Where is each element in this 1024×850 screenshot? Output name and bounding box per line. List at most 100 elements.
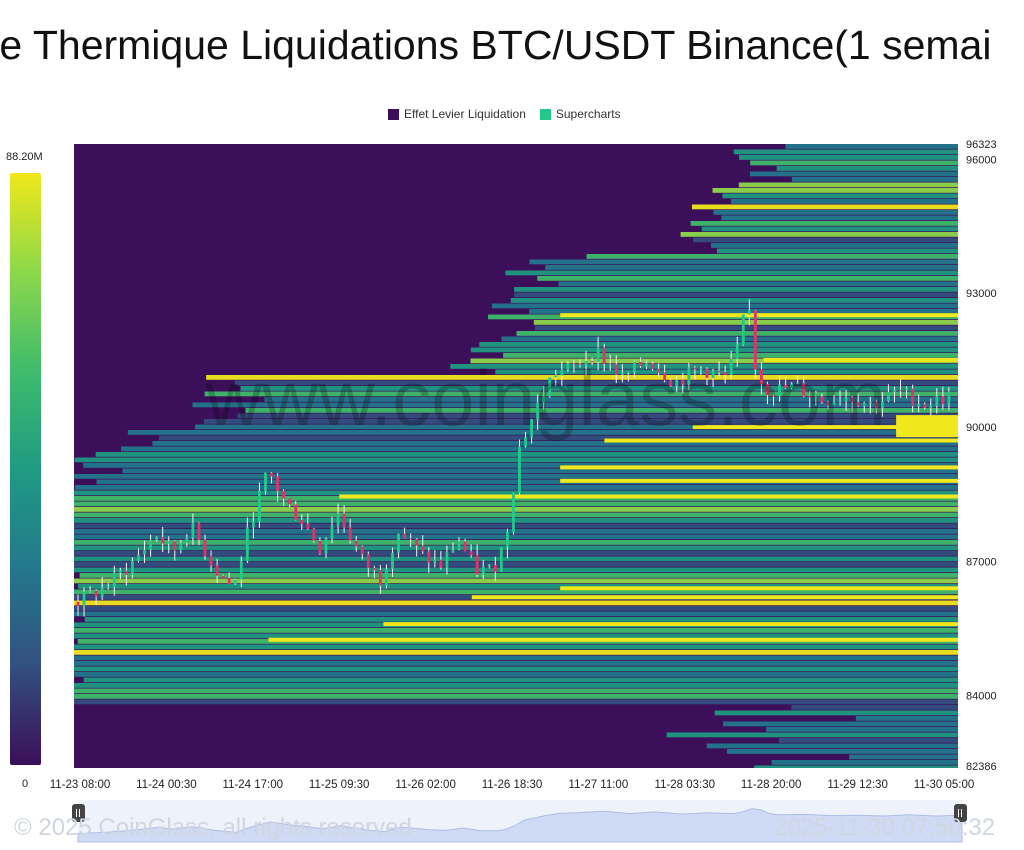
heatmap-band xyxy=(545,265,958,270)
candle-body xyxy=(493,565,497,572)
candle-body xyxy=(512,492,515,533)
heatmap-band xyxy=(529,309,958,314)
candle-body xyxy=(318,540,322,554)
candle-body xyxy=(614,364,618,375)
candle-body xyxy=(324,538,328,554)
navigator-area xyxy=(77,808,963,843)
heatmap-band xyxy=(785,144,958,149)
candle-body xyxy=(717,370,721,373)
candle-body xyxy=(76,601,80,606)
candle-body xyxy=(124,570,128,575)
heatmap-band xyxy=(706,743,958,749)
heatmap-hot-band xyxy=(692,425,958,430)
candle-body xyxy=(457,541,461,550)
candle-body xyxy=(790,383,794,388)
heatmap-band xyxy=(95,452,958,457)
y-tick-label: 96323 xyxy=(966,139,997,151)
heatmap-band xyxy=(534,325,958,331)
candle-body xyxy=(215,565,219,576)
candle-body xyxy=(409,538,413,540)
candle-body xyxy=(258,491,261,522)
candle-body xyxy=(330,525,334,539)
heatmap-band xyxy=(503,353,958,358)
heatmap-band xyxy=(533,320,958,325)
candle-body xyxy=(179,542,183,551)
candle-body xyxy=(342,513,346,528)
heatmap-band xyxy=(479,342,958,347)
legend-item-liquidation[interactable]: Effet Levier Liquidation xyxy=(388,107,526,121)
heatmap-band xyxy=(74,600,958,606)
heatmap-band xyxy=(713,210,958,215)
candle-body xyxy=(227,577,231,585)
legend-item-supercharts[interactable]: Supercharts xyxy=(539,107,621,121)
heatmap-hot-band xyxy=(383,622,958,627)
candle-body xyxy=(518,446,521,493)
candle-body xyxy=(276,476,279,492)
candle-body xyxy=(923,404,927,408)
heatmap-band xyxy=(74,666,958,672)
heatmap-band xyxy=(74,655,958,661)
price-candles xyxy=(76,299,951,617)
candle-body xyxy=(288,498,292,505)
heatmap-band xyxy=(738,182,958,188)
candle-body xyxy=(203,539,207,557)
navigator-handle-left[interactable] xyxy=(72,804,85,822)
candle-body xyxy=(451,549,455,552)
candle-body xyxy=(185,538,189,543)
candle-body xyxy=(693,367,697,370)
heatmap-band xyxy=(192,402,958,408)
candle-body xyxy=(578,363,582,365)
candle-body xyxy=(300,519,304,525)
candle-body xyxy=(935,396,939,406)
heatmap-band xyxy=(74,699,958,705)
heatmap-band xyxy=(204,391,958,397)
heatmap-band xyxy=(84,617,958,622)
heatmap-band xyxy=(501,336,958,342)
heatmap-hot-band xyxy=(604,438,958,443)
candle-body xyxy=(143,549,146,555)
heatmap-band xyxy=(74,545,958,551)
heatmap-band xyxy=(516,331,958,336)
heatmap-band xyxy=(96,479,958,485)
heatmap-band xyxy=(74,523,958,529)
candle-body xyxy=(772,395,775,397)
candle-body xyxy=(651,363,654,369)
candle-body xyxy=(832,401,836,406)
heatmap-band xyxy=(558,281,958,287)
candle-body xyxy=(633,361,636,373)
heatmap-band xyxy=(721,215,958,221)
legend-label-liquidation: Effet Levier Liquidation xyxy=(404,107,526,121)
x-tick-label: 11-28 03:30 xyxy=(655,779,716,791)
candle-body xyxy=(917,404,921,406)
candle-body xyxy=(663,372,667,381)
candle-body xyxy=(899,389,902,391)
candle-body xyxy=(191,522,195,539)
heatmap-band xyxy=(74,490,958,496)
candle-body xyxy=(530,419,533,438)
candle-body xyxy=(264,472,267,492)
y-tick-label: 84000 xyxy=(966,691,997,703)
heatmap-band xyxy=(514,292,958,298)
candle-body xyxy=(536,402,540,420)
heatmap-band xyxy=(74,518,958,523)
candle-body xyxy=(723,372,727,376)
candle-body xyxy=(403,533,406,539)
x-tick-label: 11-23 08:00 xyxy=(50,779,111,791)
candle-body xyxy=(596,347,600,362)
copyright-watermark: © 2025 CoinGlass, all rights reserved xyxy=(14,814,412,841)
candle-body xyxy=(118,570,122,573)
candle-body xyxy=(149,540,152,550)
candle-body xyxy=(391,552,394,569)
navigator-handle-right[interactable] xyxy=(954,804,967,822)
candle-body xyxy=(929,405,933,408)
heatmap-band xyxy=(74,534,958,540)
candle-body xyxy=(778,384,781,397)
candle-body xyxy=(584,361,588,365)
candle-body xyxy=(639,361,642,367)
heatmap-band xyxy=(74,661,958,666)
candle-body xyxy=(687,367,691,385)
candle-body xyxy=(372,568,376,571)
heatmap-band xyxy=(722,193,958,199)
heatmap-band xyxy=(586,254,958,259)
candle-body xyxy=(808,395,812,398)
